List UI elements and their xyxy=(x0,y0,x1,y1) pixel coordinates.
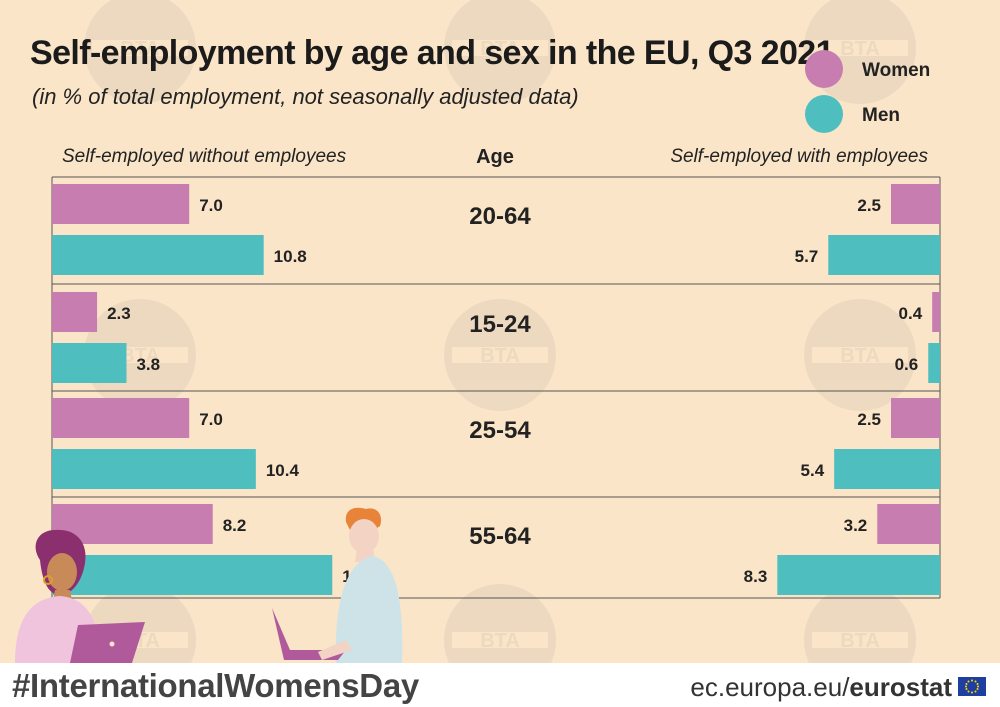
watermark-text: BTA xyxy=(120,345,160,367)
bar-with-men-20-64 xyxy=(828,235,940,275)
column-heading-age: Age xyxy=(476,146,514,168)
value-label-with-women-55-64: 3.2 xyxy=(844,516,868,535)
watermark-text: BTA xyxy=(480,345,520,367)
bar-without-men-25-54 xyxy=(52,449,256,489)
column-heading-without-employees: Self-employed without employees xyxy=(62,146,347,167)
watermark-4: BTA xyxy=(444,299,556,411)
watermark-text: BTA xyxy=(480,38,520,60)
bar-with-women-55-64 xyxy=(877,504,940,544)
value-label-with-men-20-64: 5.7 xyxy=(795,247,819,266)
watermark-5: BTA xyxy=(804,299,916,411)
bar-with-men-55-64 xyxy=(777,555,940,595)
value-label-with-women-15-24: 0.4 xyxy=(899,304,923,323)
bar-without-women-55-64 xyxy=(52,504,213,544)
watermark-1: BTA xyxy=(444,0,556,104)
watermark-text: BTA xyxy=(120,38,160,60)
bar-with-women-15-24 xyxy=(932,292,940,332)
bar-without-men-55-64 xyxy=(52,555,333,595)
eu-flag-icon xyxy=(958,677,986,696)
watermark-text: BTA xyxy=(480,630,520,652)
bar-with-men-25-54 xyxy=(834,449,940,489)
footer-bar xyxy=(0,663,1000,707)
value-label-without-women-20-64: 7.0 xyxy=(199,196,223,215)
value-label-without-women-55-64: 8.2 xyxy=(223,516,247,535)
source-brand: eurostat xyxy=(849,672,952,702)
watermark-text: BTA xyxy=(840,630,880,652)
watermark-text: BTA xyxy=(840,345,880,367)
legend-swatch-women xyxy=(805,50,843,88)
age-label-20-64: 20-64 xyxy=(469,203,531,230)
legend-label-women: Women xyxy=(862,60,931,81)
watermark-0: BTA xyxy=(84,0,196,104)
woman-illustration xyxy=(15,529,145,663)
man-illustration xyxy=(272,507,403,663)
legend-swatch-men xyxy=(805,95,843,133)
value-label-without-men-15-24: 3.8 xyxy=(136,355,160,374)
value-label-with-men-15-24: 0.6 xyxy=(895,355,919,374)
source-prefix: ec.europa.eu/ xyxy=(690,672,850,702)
value-label-with-men-55-64: 8.3 xyxy=(744,567,768,586)
legend-label-men: Men xyxy=(862,105,900,126)
age-label-25-54: 25-54 xyxy=(469,417,531,444)
bar-without-women-25-54 xyxy=(52,398,190,438)
bar-with-women-25-54 xyxy=(891,398,940,438)
bar-with-women-20-64 xyxy=(891,184,940,224)
watermark-text: BTA xyxy=(840,38,880,60)
age-label-15-24: 15-24 xyxy=(469,311,531,338)
chart-title: Self-employment by age and sex in the EU… xyxy=(30,34,834,72)
value-label-without-women-15-24: 2.3 xyxy=(107,304,131,323)
bar-without-women-20-64 xyxy=(52,184,190,224)
bar-with-men-15-24 xyxy=(928,343,940,383)
value-label-without-women-25-54: 7.0 xyxy=(199,410,223,429)
value-label-without-men-20-64: 10.8 xyxy=(274,247,307,266)
bar-without-men-15-24 xyxy=(52,343,127,383)
age-label-55-64: 55-64 xyxy=(469,523,531,550)
hashtag: #InternationalWomensDay xyxy=(12,667,419,704)
value-label-with-men-25-54: 5.4 xyxy=(801,461,825,480)
value-label-with-women-25-54: 2.5 xyxy=(857,410,881,429)
chart-subtitle: (in % of total employment, not seasonall… xyxy=(32,84,579,109)
bar-without-men-20-64 xyxy=(52,235,264,275)
value-label-with-women-20-64: 2.5 xyxy=(857,196,881,215)
column-heading-with-employees: Self-employed with employees xyxy=(670,146,928,167)
value-label-without-men-25-54: 10.4 xyxy=(266,461,300,480)
source-credit: ec.europa.eu/eurostat xyxy=(690,672,952,703)
bar-without-women-15-24 xyxy=(52,292,98,332)
eu-stars-icon xyxy=(965,679,979,694)
